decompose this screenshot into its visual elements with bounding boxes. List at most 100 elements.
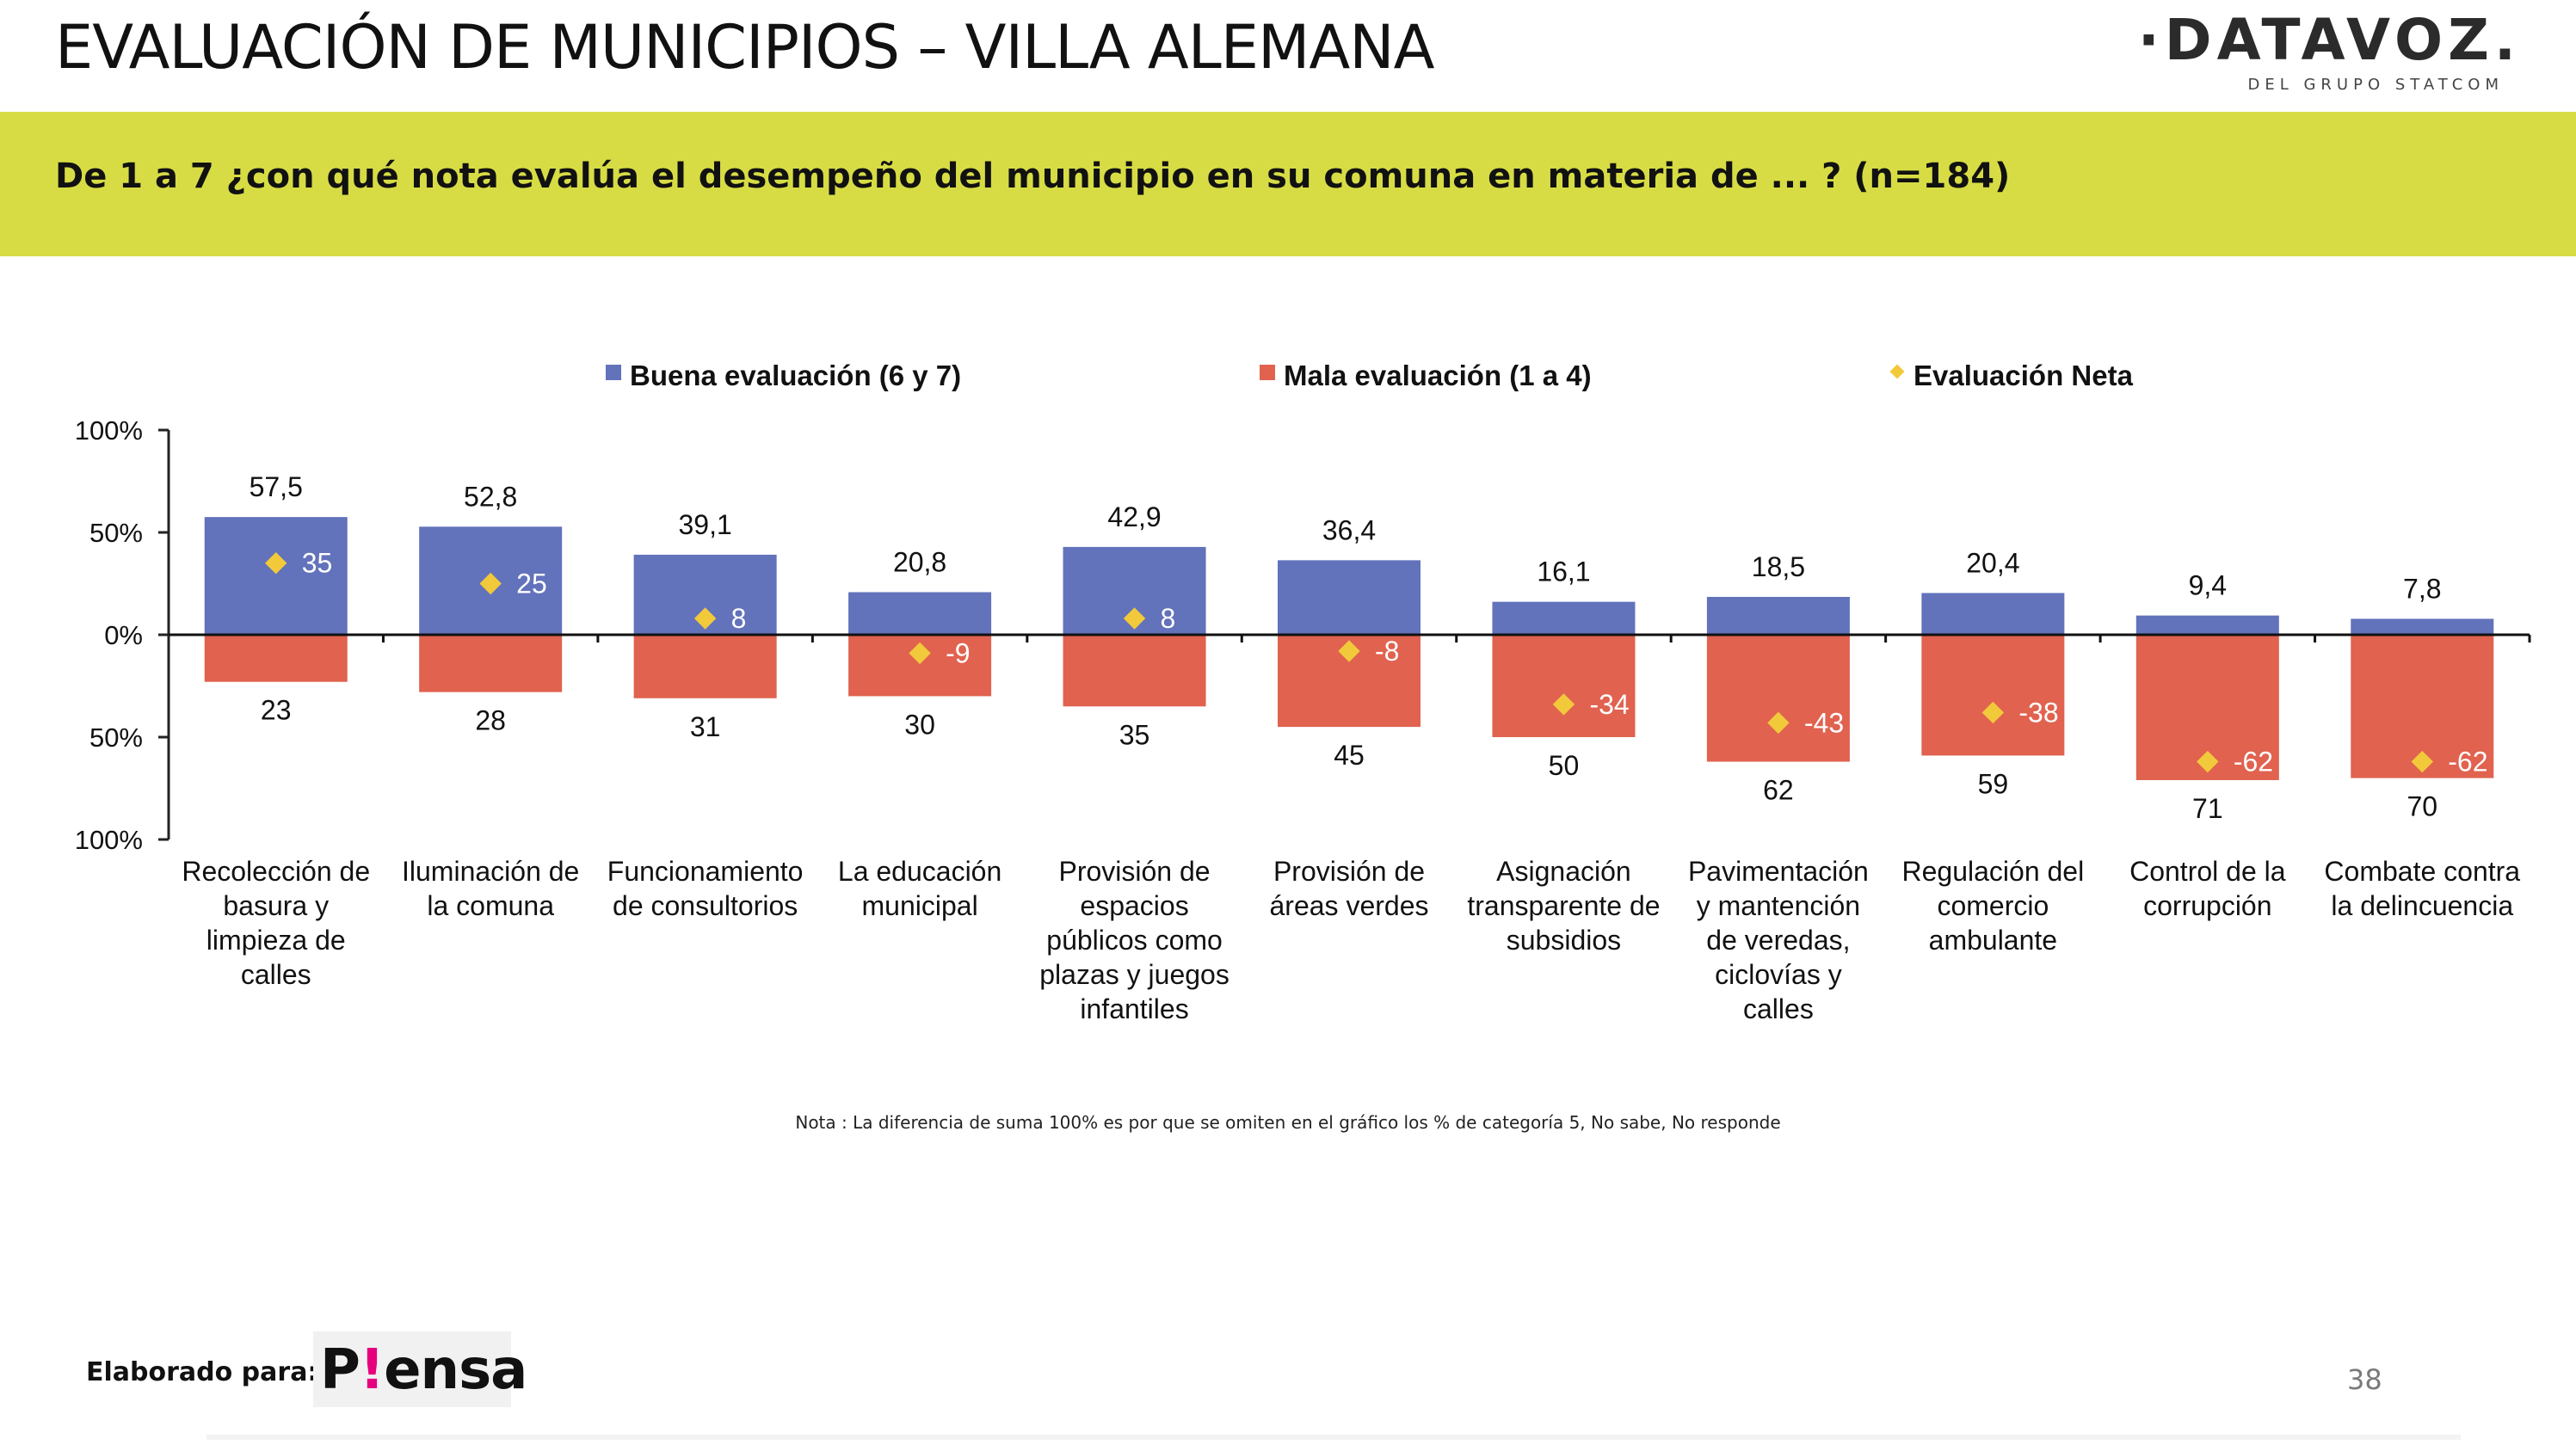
bar-good — [1492, 601, 1636, 635]
category-label: Control de la corrupción — [2129, 856, 2286, 921]
bar-bad — [1706, 635, 1850, 762]
good-value-label: 20,8 — [893, 546, 946, 577]
legend-swatch-1 — [1260, 365, 1275, 380]
bar-bad — [1063, 635, 1206, 707]
piensa-wordmark: P!ensa — [320, 1338, 527, 1402]
good-value-label: 18,5 — [1752, 551, 1805, 582]
category-label-line: municipal — [862, 890, 978, 921]
category-label: La educación municipal — [838, 856, 1001, 921]
category-label-line: ciclovías y — [1715, 959, 1842, 990]
category-label-line: y mantención — [1697, 890, 1860, 921]
category-label-line: de veredas, — [1706, 925, 1850, 956]
net-value-label: -38 — [2018, 697, 2058, 728]
net-value-label: 25 — [516, 569, 547, 600]
bar-bad — [419, 635, 563, 692]
net-value-label: -9 — [946, 637, 970, 668]
bad-value-label: 59 — [1978, 768, 2009, 799]
category-label-line: Regulación del — [1902, 856, 2085, 887]
footer-divider — [206, 1435, 2461, 1440]
category-label: Combate contra la delincuencia — [2324, 856, 2520, 921]
category-label-line: Iluminación de — [402, 856, 579, 887]
bad-value-label: 45 — [1334, 740, 1365, 771]
y-tick-label: 0% — [104, 620, 143, 650]
legend-label-1: Mala evaluación (1 a 4) — [1284, 360, 1592, 391]
bad-value-label: 30 — [904, 709, 935, 740]
net-value-label: -43 — [1804, 707, 1844, 738]
category-label: Recolección de basura y limpieza de calles — [182, 856, 370, 990]
net-value-label: 35 — [302, 548, 333, 579]
bar-bad — [1492, 635, 1636, 737]
net-marker — [264, 551, 287, 575]
net-value-label: -8 — [1375, 636, 1399, 667]
y-tick-label: 50% — [89, 722, 143, 753]
legend-swatch-0 — [606, 365, 621, 380]
net-value-label: 8 — [1161, 603, 1176, 634]
category-label: Asignación transparente de subsidios — [1467, 856, 1660, 956]
logo-wordmark: ·DATAVOZ. — [2137, 7, 2521, 73]
category-label-line: Recolección de — [182, 856, 370, 887]
category-label-line: áreas verdes — [1270, 890, 1429, 921]
y-tick-label: 50% — [89, 518, 143, 548]
category-label-line: Provisión de — [1058, 856, 1210, 887]
category-label-line: basura y — [223, 890, 329, 921]
bad-value-label: 31 — [690, 711, 721, 742]
category-label-line: la delincuencia — [2331, 890, 2513, 921]
category-label-line: públicos como — [1046, 925, 1223, 956]
bad-value-label: 23 — [261, 695, 292, 726]
category-label-line: subsidios — [1507, 925, 1621, 956]
good-value-label: 20,4 — [1966, 547, 2019, 578]
good-value-label: 42,9 — [1107, 501, 1161, 532]
category-label: Pavimentación y mantención de veredas, cicl… — [1688, 856, 1869, 1024]
page-number: 38 — [2347, 1363, 2382, 1396]
bad-value-label: 70 — [2407, 791, 2437, 822]
category-label-line: plazas y juegos — [1039, 959, 1229, 990]
bar-bad — [204, 635, 348, 682]
good-value-label: 36,4 — [1322, 514, 1376, 545]
category-label-line: Pavimentación — [1688, 856, 1869, 887]
net-value-label: -62 — [2234, 747, 2273, 778]
category-label: Regulación del comercio ambulante — [1902, 856, 2085, 956]
category-label-line: ambulante — [1929, 925, 2057, 956]
category-label-line: calles — [1743, 993, 1814, 1024]
bad-value-label: 71 — [2192, 793, 2223, 824]
bad-value-label: 35 — [1119, 719, 1150, 750]
category-label: Provisión de espacios públicos como plazas … — [1039, 856, 1229, 1024]
datavoz-logo: ·DATAVOZ. DEL GRUPO STATCOM — [2138, 7, 2521, 94]
bad-value-label: 62 — [1763, 775, 1794, 806]
net-marker — [693, 607, 717, 630]
category-label-line: Combate contra — [2324, 856, 2520, 887]
y-tick-label: 100% — [75, 825, 143, 855]
category-label-line: La educación — [838, 856, 1001, 887]
legend-marker-net — [1889, 364, 1905, 379]
good-value-label: 16,1 — [1537, 556, 1590, 587]
bar-good — [2135, 615, 2279, 635]
bad-value-label: 50 — [1549, 750, 1580, 781]
category-label-line: Asignación — [1496, 856, 1631, 887]
category-label-line: limpieza de — [206, 925, 346, 956]
bar-bad — [633, 635, 777, 698]
good-value-label: 57,5 — [250, 471, 303, 502]
category-label: Iluminación de la comuna — [402, 856, 579, 921]
category-label-line: comercio — [1937, 890, 2049, 921]
category-label: Funcionamiento de consultorios — [607, 856, 804, 921]
category-label-line: transparente de — [1467, 890, 1660, 921]
bar-good — [1706, 596, 1850, 635]
net-marker — [479, 572, 502, 595]
category-label: Provisión de áreas verdes — [1270, 856, 1429, 921]
bar-good — [1278, 560, 1420, 635]
category-label-line: calles — [241, 959, 311, 990]
bar-good — [848, 592, 992, 635]
good-value-label: 39,1 — [678, 509, 731, 540]
category-label-line: Provisión de — [1273, 856, 1425, 887]
bar-good — [1921, 593, 2065, 635]
legend-label-0: Buena evaluación (6 y 7) — [630, 360, 961, 391]
question-banner: De 1 a 7 ¿con qué nota evalúa el desempe… — [0, 112, 2576, 256]
legend-label-2: Evaluación Neta — [1914, 360, 2134, 391]
category-label-line: corrupción — [2143, 890, 2271, 921]
net-value-label: -34 — [1589, 689, 1629, 720]
logo-tagline: DEL GRUPO STATCOM — [2247, 76, 2504, 94]
good-value-label: 7,8 — [2403, 573, 2441, 604]
y-tick-label: 100% — [75, 415, 143, 446]
footer-label: Elaborado para: — [86, 1357, 318, 1387]
category-label-line: infantiles — [1080, 993, 1188, 1024]
